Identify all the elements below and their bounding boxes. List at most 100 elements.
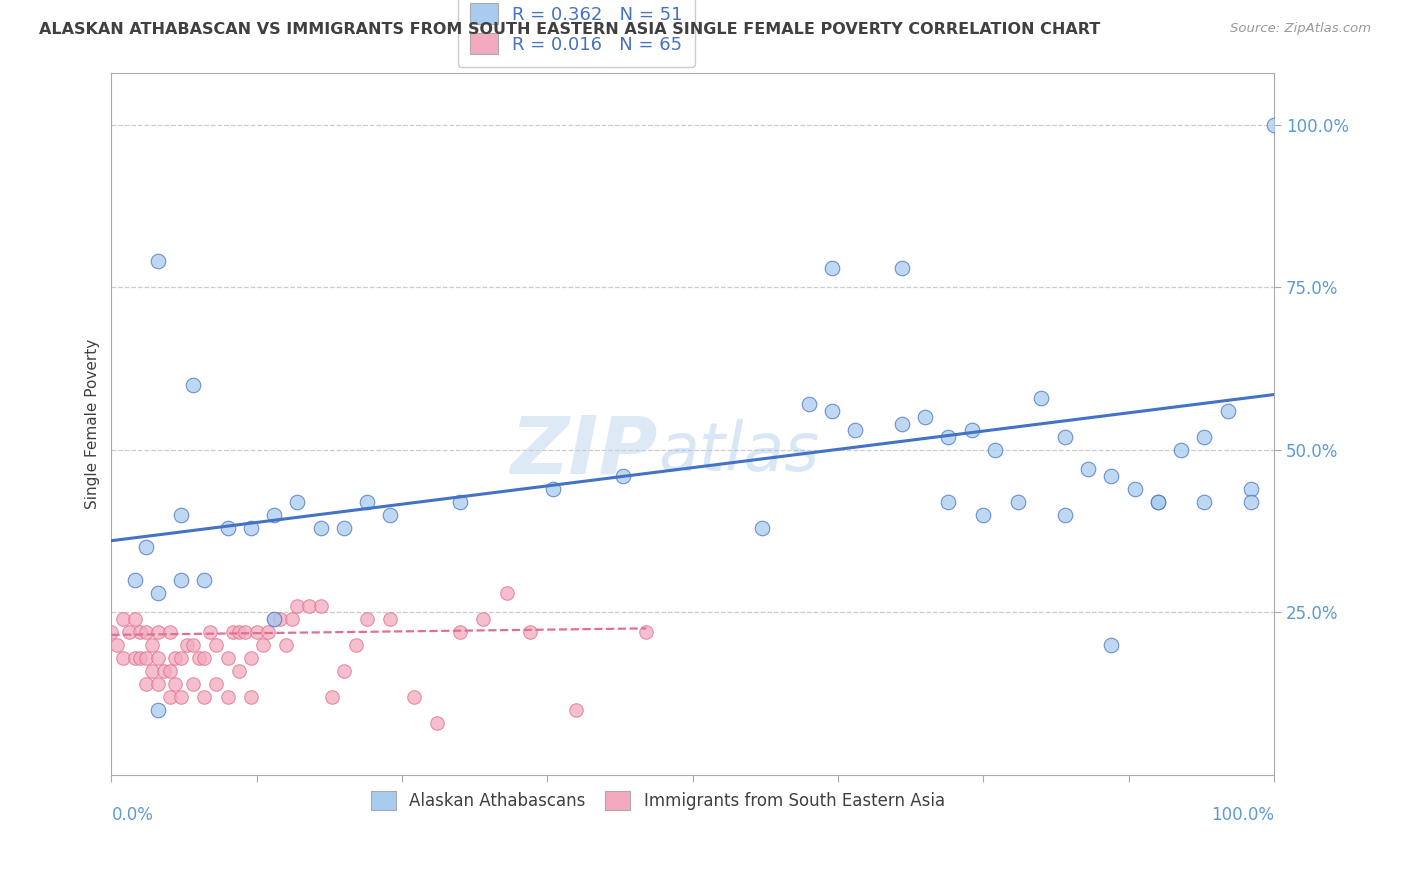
Point (321, 690, 343, 704)
Point (1053, 430, 1076, 444)
Point (891, 260, 914, 275)
Point (170, 690, 193, 704)
Point (565, 703, 588, 717)
Point (269, 612, 291, 626)
Point (205, 638, 228, 652)
Point (938, 494, 960, 508)
Point (141, 664, 163, 678)
Point (165, 676, 187, 690)
Point (135, 650, 157, 665)
Point (193, 650, 215, 665)
Point (146, 254, 169, 268)
Point (257, 624, 280, 639)
Point (541, 482, 564, 496)
Point (449, 494, 471, 508)
Point (181, 377, 204, 392)
Point (112, 650, 135, 665)
Point (797, 397, 820, 411)
Point (263, 612, 285, 626)
Point (891, 417, 914, 431)
Point (146, 585, 169, 599)
Point (344, 638, 367, 652)
Point (159, 690, 181, 704)
Text: 0.0%: 0.0% (111, 806, 153, 824)
Point (472, 612, 495, 626)
Point (298, 599, 321, 613)
Point (636, 624, 658, 639)
Point (217, 650, 239, 665)
Point (263, 508, 285, 522)
Point (612, 468, 634, 483)
Point (239, 521, 262, 535)
Point (193, 573, 215, 587)
Text: 100.0%: 100.0% (1211, 806, 1274, 824)
Point (200, 624, 222, 639)
Text: ZIP: ZIP (510, 413, 658, 491)
Point (914, 410, 936, 425)
Point (280, 612, 302, 626)
Point (165, 650, 187, 665)
Point (938, 430, 960, 444)
Point (170, 650, 193, 665)
Point (821, 260, 844, 275)
Point (233, 624, 256, 639)
Point (181, 638, 204, 652)
Point (287, 599, 309, 613)
Point (135, 624, 157, 639)
Point (228, 664, 250, 678)
Point (152, 664, 174, 678)
Point (146, 624, 169, 639)
Point (1053, 508, 1076, 522)
Legend: Alaskan Athabascans, Immigrants from South Eastern Asia: Alaskan Athabascans, Immigrants from Sou… (364, 784, 952, 817)
Point (217, 521, 239, 535)
Point (309, 521, 332, 535)
Point (844, 423, 866, 437)
Point (246, 624, 269, 639)
Point (181, 676, 204, 690)
Point (333, 521, 356, 535)
Point (124, 612, 146, 626)
Point (141, 638, 163, 652)
Point (1263, 118, 1285, 132)
Point (1077, 462, 1099, 476)
Point (1146, 494, 1168, 508)
Point (274, 638, 297, 652)
Point (263, 612, 285, 626)
Point (170, 508, 193, 522)
Point (380, 508, 402, 522)
Point (159, 624, 181, 639)
Point (1170, 442, 1192, 457)
Point (1007, 494, 1029, 508)
Point (124, 573, 146, 587)
Point (129, 624, 152, 639)
Point (1099, 468, 1122, 483)
Point (519, 624, 541, 639)
Point (449, 624, 471, 639)
Point (1123, 482, 1146, 496)
Point (112, 612, 135, 626)
Y-axis label: Single Female Poverty: Single Female Poverty (86, 339, 100, 509)
Text: ALASKAN ATHABASCAN VS IMMIGRANTS FROM SOUTH EASTERN ASIA SINGLE FEMALE POVERTY C: ALASKAN ATHABASCAN VS IMMIGRANTS FROM SO… (39, 22, 1101, 37)
Point (187, 650, 209, 665)
Point (135, 676, 157, 690)
Point (222, 624, 245, 639)
Point (380, 612, 402, 626)
Point (287, 494, 309, 508)
Point (1240, 494, 1263, 508)
Point (105, 638, 128, 652)
Point (146, 703, 169, 717)
Point (100, 624, 122, 639)
Point (821, 404, 844, 418)
Point (960, 423, 983, 437)
Point (135, 540, 157, 554)
Text: atlas: atlas (658, 419, 818, 485)
Point (193, 690, 215, 704)
Point (309, 599, 332, 613)
Point (1216, 404, 1239, 418)
Point (239, 650, 262, 665)
Point (146, 676, 169, 690)
Point (751, 521, 773, 535)
Point (124, 650, 146, 665)
Point (1099, 638, 1122, 652)
Point (129, 650, 152, 665)
